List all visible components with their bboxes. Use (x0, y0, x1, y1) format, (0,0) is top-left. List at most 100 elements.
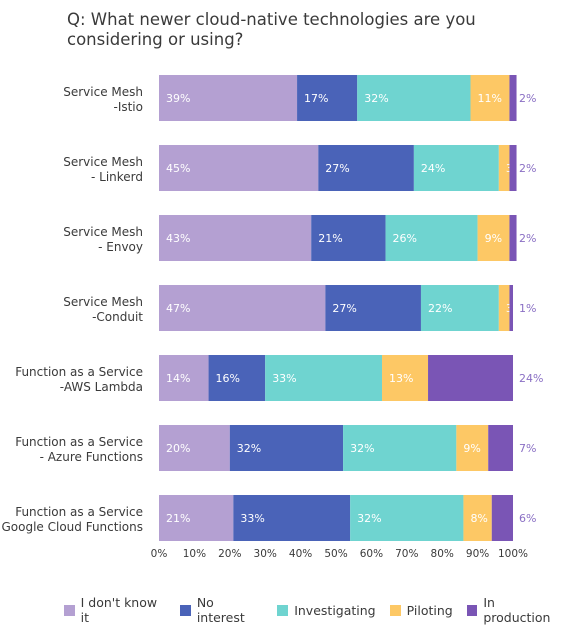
data-label: 13% (389, 372, 413, 385)
category-label: - Google Cloud Functions (0, 520, 143, 534)
legend-swatch (277, 604, 289, 616)
data-label: 9% (485, 232, 502, 245)
bar-segment (297, 75, 358, 121)
bar-segment (159, 495, 234, 541)
legend-swatch (389, 604, 401, 616)
category-label: Service Mesh (63, 85, 143, 99)
data-label: 33% (240, 512, 264, 525)
data-label: 8% (470, 512, 487, 525)
data-label: 16% (216, 372, 240, 385)
legend-label: I don't know it (80, 595, 158, 625)
data-label: 33% (272, 372, 296, 385)
bar-segment (159, 145, 319, 191)
data-label-in-production: 2% (519, 232, 536, 245)
data-label: 9% (463, 442, 480, 455)
bar-segment (420, 285, 499, 331)
bar-segment (509, 285, 513, 331)
x-tick-label: 90% (466, 548, 489, 560)
category-label: Function as a Service (15, 435, 143, 449)
legend-swatch (466, 604, 478, 616)
data-label-in-production: 7% (519, 442, 536, 455)
category-label: Function as a Service (15, 365, 143, 379)
category-label: Function as a Service (15, 505, 143, 519)
category-label: - Envoy (98, 240, 143, 254)
bar-segment (509, 215, 517, 261)
legend-item: In production (466, 595, 563, 625)
bar-segment (413, 145, 499, 191)
data-label: 14% (166, 372, 190, 385)
x-tick-label: 0% (151, 548, 168, 560)
data-label: 17% (304, 92, 328, 105)
bar-segment (159, 425, 230, 471)
legend-label: In production (483, 595, 551, 625)
bar-segment (343, 425, 457, 471)
data-label: 24% (421, 162, 445, 175)
data-label: 45% (166, 162, 190, 175)
data-label: 27% (332, 302, 356, 315)
chart-legend: I don't know it No interest Investigating P… (64, 595, 563, 625)
bar-segment (382, 355, 429, 401)
data-label-in-production: 2% (519, 92, 536, 105)
bar-segment (498, 285, 510, 331)
bar-segment (311, 215, 386, 261)
bar-segment (350, 495, 464, 541)
category-label: - Azure Functions (40, 450, 143, 464)
data-label: 21% (318, 232, 342, 245)
bar-segment (498, 145, 510, 191)
x-tick-label: 20% (218, 548, 241, 560)
data-label: 32% (357, 512, 381, 525)
bar-segment (470, 75, 510, 121)
data-label: 11% (478, 92, 502, 105)
category-label: - Linkerd (91, 170, 143, 184)
chart-title: Q: What newer cloud-native technologies … (67, 10, 476, 49)
legend-item: Piloting (389, 595, 453, 625)
data-label-in-production: 6% (519, 512, 536, 525)
x-tick-label: 30% (254, 548, 277, 560)
bar-segment (488, 425, 513, 471)
data-label: 43% (166, 232, 190, 245)
bar-segment (159, 355, 209, 401)
x-tick-label: 60% (360, 548, 383, 560)
bar-segment (509, 75, 517, 121)
bar-segment (509, 145, 517, 191)
data-label: 32% (364, 92, 388, 105)
bar-segment (229, 425, 344, 471)
bar-segment (491, 495, 513, 541)
x-tick-label: 50% (324, 548, 347, 560)
bar-segment (325, 285, 421, 331)
bar-segment (357, 75, 471, 121)
data-label: 39% (166, 92, 190, 105)
x-tick-label: 40% (289, 548, 312, 560)
category-label: -Conduit (92, 310, 143, 324)
bar-segment (265, 355, 383, 401)
legend-item: Investigating (277, 595, 376, 625)
category-label: -AWS Lambda (60, 380, 143, 394)
bar-segment (456, 425, 489, 471)
data-label-in-production: 2% (519, 162, 536, 175)
data-label: 20% (166, 442, 190, 455)
bar-segment (159, 75, 298, 121)
legend-label: No interest (196, 595, 245, 625)
bar-segment (477, 215, 510, 261)
category-label: -Istio (113, 100, 143, 114)
data-label: 22% (428, 302, 452, 315)
data-label: 32% (350, 442, 374, 455)
x-tick-label: 80% (431, 548, 454, 560)
bar-segment (159, 285, 326, 331)
data-label: 21% (166, 512, 190, 525)
legend-label: Investigating (294, 602, 376, 618)
x-tick-label: 10% (183, 548, 206, 560)
bar-segment (233, 495, 351, 541)
category-label: Service Mesh (63, 155, 143, 169)
data-label-in-production: 24% (519, 372, 543, 385)
legend-swatch (64, 604, 75, 616)
legend-item: No interest (180, 595, 263, 625)
bar-segment (208, 355, 266, 401)
bar-segment (318, 145, 414, 191)
legend-label: Piloting (406, 602, 453, 618)
category-label: Service Mesh (63, 225, 143, 239)
data-label-in-production: 1% (519, 302, 536, 315)
x-tick-label: 100% (498, 548, 528, 560)
bar-segment (385, 215, 478, 261)
